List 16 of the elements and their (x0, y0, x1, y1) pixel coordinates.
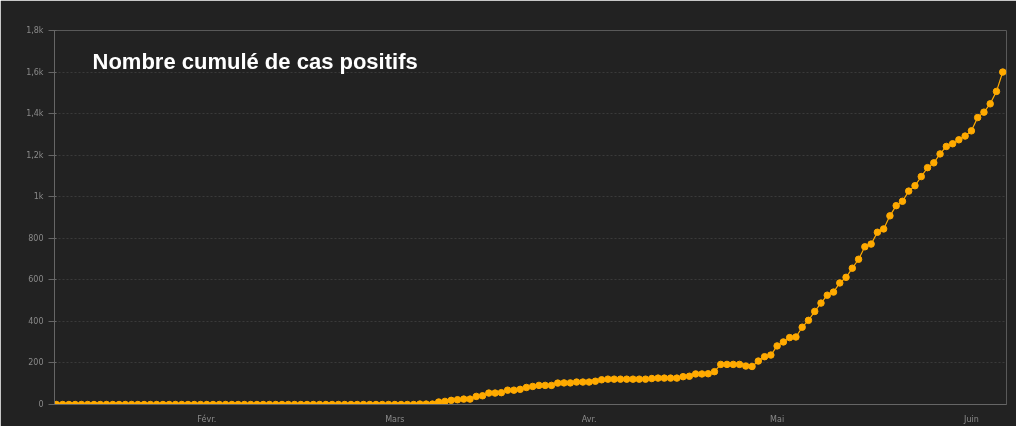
y-tick-label: 200 (28, 358, 44, 368)
y-tick-label: 0 (38, 400, 44, 409)
x-tick-label: Mai (770, 414, 785, 424)
y-tick-label: 1,6k (26, 67, 44, 77)
x-tick-label: Avr. (581, 414, 597, 424)
y-tick-label: 1,8k (26, 26, 44, 35)
x-tick-label: Juin (963, 414, 979, 424)
x-tick-label: Mars (385, 414, 405, 424)
x-tick-label: Févr. (197, 413, 217, 424)
y-tick-label: 400 (28, 316, 44, 326)
y-tick-label: 1,4k (26, 109, 44, 119)
y-tick-label: 1k (33, 192, 44, 202)
y-tick-label: 800 (28, 233, 44, 243)
y-tick-label: 1,2k (26, 150, 44, 160)
text: Nombre cumulé de cas positifs (92, 48, 418, 74)
y-tick-label: 600 (28, 275, 44, 285)
